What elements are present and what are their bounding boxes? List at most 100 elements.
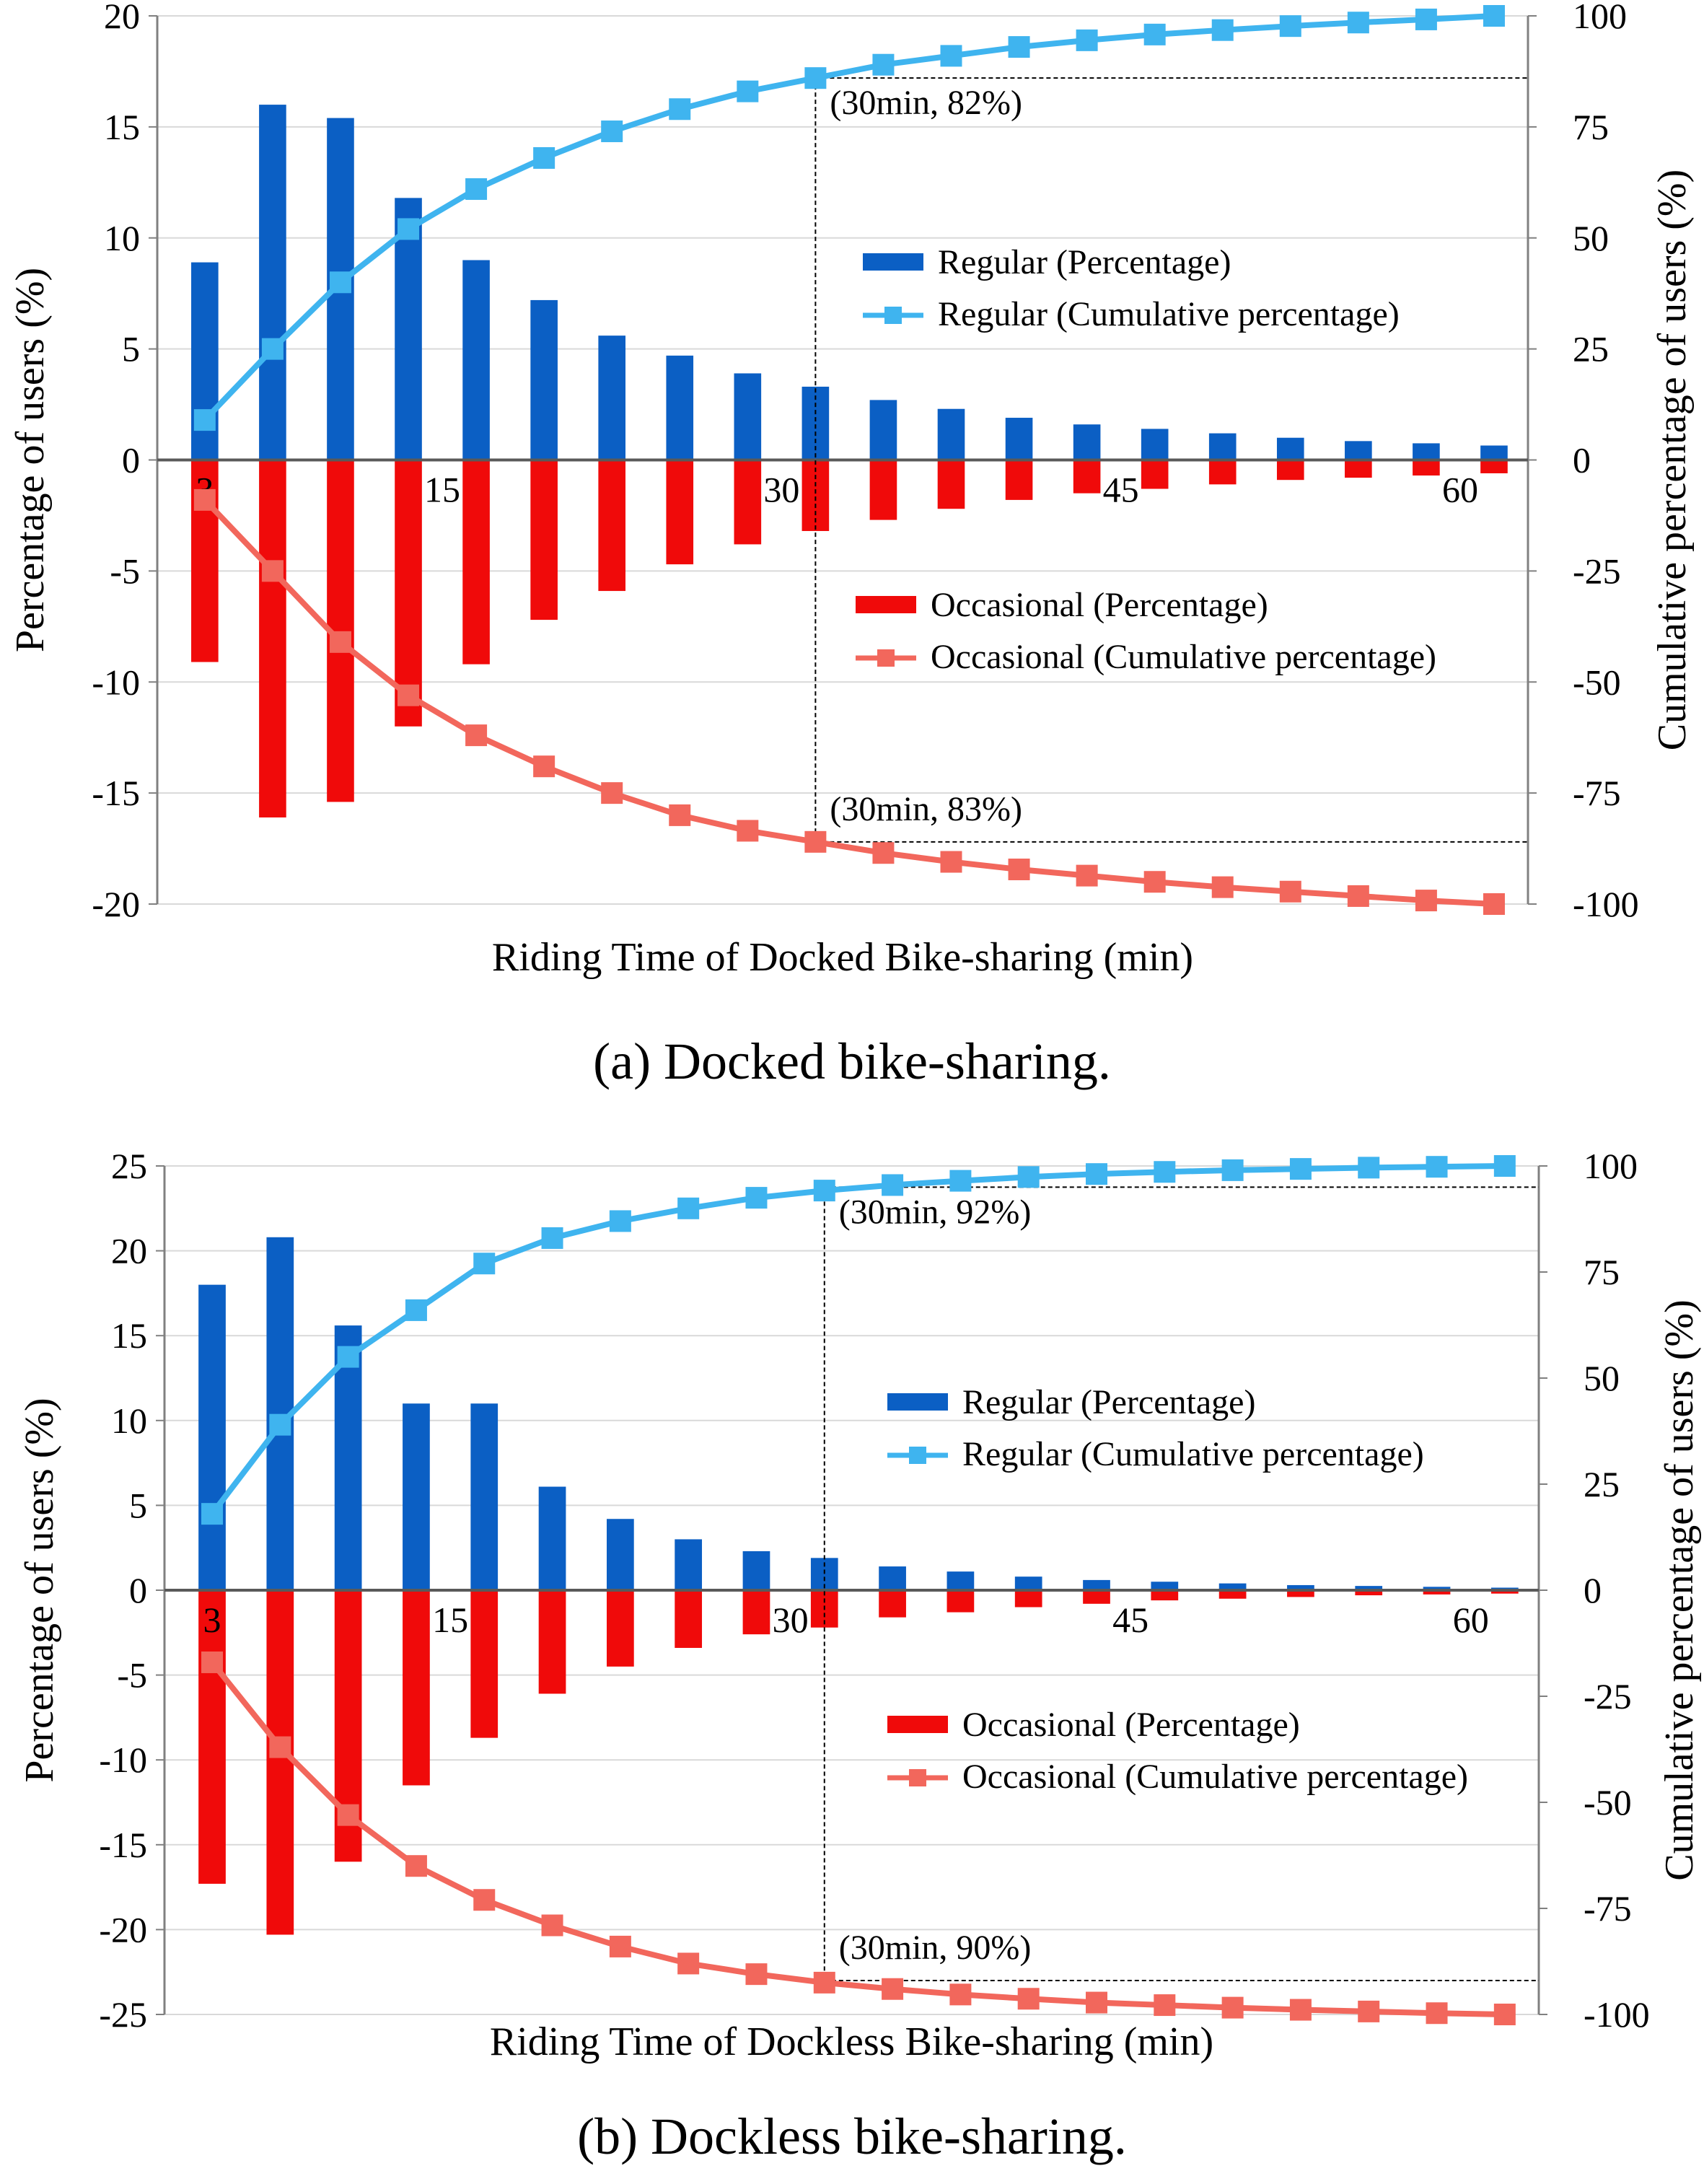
- occasional-bar-legend-swatch: [856, 596, 916, 613]
- occasional-cumulative-line: [202, 498, 1495, 907]
- occasional-bar: [1083, 1590, 1110, 1604]
- occasional-cumulative-point: [193, 488, 216, 511]
- regular-cumulative-point: [1221, 1159, 1244, 1181]
- occasional-bar: [1480, 460, 1508, 473]
- occasional-bar: [266, 1590, 294, 1935]
- occasional-cumulative-point: [669, 804, 691, 826]
- occasional-cumulative-point: [1008, 858, 1030, 880]
- regular-bar: [1208, 433, 1237, 460]
- regular-bar: [1276, 437, 1304, 460]
- regular-cumulative-point: [1415, 8, 1437, 30]
- dockless-chart: 2520151050-5-10-15-20-251007550250-25-50…: [17, 1146, 1702, 2064]
- regular-bar: [1014, 1576, 1042, 1590]
- occasional-cumulative-point: [677, 1952, 700, 1975]
- regular-cumulative-point: [1008, 36, 1030, 58]
- y-tick-label: 25: [111, 1146, 147, 1186]
- y2-tick-label: 25: [1584, 1464, 1620, 1504]
- y2-tick-label: -50: [1584, 1782, 1632, 1823]
- occasional-bar: [198, 1590, 226, 1884]
- regular-bar: [462, 260, 490, 460]
- y-tick-label: -15: [92, 773, 140, 813]
- occasional-cumulative-point: [1289, 1999, 1312, 2021]
- occasional-bar: [1413, 460, 1440, 476]
- y-tick-label: 10: [104, 218, 140, 258]
- occasional-cumulative-point: [745, 1963, 768, 1986]
- regular-bar: [530, 299, 558, 460]
- regular-line-legend-label: Regular (Cumulative percentage): [962, 1435, 1424, 1473]
- occasional-cumulative-point: [1415, 890, 1437, 912]
- regular-bar: [538, 1486, 566, 1590]
- occasional-bar: [403, 1590, 430, 1786]
- regular-cumulative-point: [533, 146, 555, 169]
- occasional-bar: [259, 460, 286, 817]
- occasional-bar: [1490, 1590, 1519, 1594]
- regular-cumulative-point: [1426, 1156, 1448, 1178]
- occasional-cumulative-point: [473, 1889, 496, 1911]
- regular-bar: [403, 1403, 430, 1590]
- regular-bar: [734, 373, 762, 460]
- occasional-bar: [1151, 1590, 1179, 1601]
- annotation-label: (30min, 90%): [839, 1929, 1032, 1967]
- x-tick-label: 60: [1442, 470, 1478, 510]
- regular-line-legend-marker: [884, 307, 902, 324]
- occasional-line-legend-label: Occasional (Cumulative percentage): [931, 638, 1436, 676]
- x-tick-label: 15: [432, 1600, 468, 1640]
- regular-line-legend-marker: [909, 1447, 926, 1464]
- occasional-cumulative-point: [337, 1804, 359, 1826]
- occasional-bar: [1073, 460, 1101, 494]
- docked-chart: 20151050-5-10-15-201007550250-25-50-75-1…: [8, 0, 1695, 980]
- y2-tick-label: 100: [1584, 1146, 1638, 1186]
- x-tick-label: 30: [773, 1600, 809, 1640]
- occasional-line-legend-marker: [877, 649, 895, 667]
- regular-cumulative-line: [209, 1163, 1505, 1516]
- regular-bar: [1413, 443, 1440, 460]
- chart-panel-a: 20 15 10 5 0 -5 -10 -15 -20 100 75 50 25 0 -25 -50 -75 -1…: [8, 0, 1695, 1090]
- regular-cumulative-point: [1154, 1161, 1176, 1183]
- regular-bar: [1141, 429, 1169, 460]
- regular-cumulative-line: [202, 13, 1495, 422]
- occasional-bar-legend-swatch: [887, 1716, 948, 1733]
- occasional-cumulative-point: [1086, 1991, 1108, 2014]
- y-tick-label: 0: [122, 440, 140, 481]
- occasional-bar: [937, 460, 965, 509]
- occasional-cumulative-point: [1143, 871, 1166, 893]
- regular-cumulative-point: [261, 338, 284, 360]
- x-axis-label: Riding Time of Dockless Bike-sharing (mi…: [490, 2019, 1213, 2064]
- occasional-cumulative-point: [1493, 2004, 1516, 2025]
- x-tick-label: 45: [1112, 1600, 1149, 1640]
- regular-cumulative-point: [804, 67, 827, 89]
- regular-cumulative-point: [1347, 12, 1369, 34]
- y-tick-label: -15: [99, 1825, 147, 1865]
- chart-panel-b: 25 20 15 10 5 0 -5 -10 -15 -20 -25 100 75 50 25 0 -25 -50…: [0, 1140, 1704, 2184]
- regular-bar: [470, 1403, 499, 1590]
- regular-cumulative-point: [1279, 15, 1301, 38]
- regular-bar: [1218, 1583, 1247, 1590]
- y-tick-label: -25: [99, 1994, 147, 2035]
- y2-tick-label: 75: [1584, 1252, 1620, 1292]
- occasional-cumulative-point: [1154, 1994, 1176, 2017]
- y2-tick-label: 25: [1573, 329, 1609, 369]
- y-tick-label: 20: [104, 0, 140, 36]
- regular-cumulative-point: [1017, 1166, 1040, 1188]
- occasional-cumulative-point: [329, 631, 351, 653]
- occasional-cumulative-point: [261, 560, 284, 582]
- regular-cumulative-point: [473, 1253, 496, 1275]
- occasional-bar: [742, 1590, 770, 1635]
- regular-bar-legend-label: Regular (Percentage): [962, 1383, 1255, 1421]
- occasional-cumulative-point: [813, 1971, 835, 1994]
- regular-bar: [869, 400, 897, 460]
- occasional-bar: [462, 460, 490, 665]
- annotation-label: (30min, 92%): [839, 1193, 1032, 1231]
- y2-tick-label: -100: [1584, 1994, 1650, 2035]
- y-tick-label: -10: [92, 662, 140, 702]
- occasional-line-legend-label: Occasional (Cumulative percentage): [962, 1758, 1468, 1796]
- y2-tick-label: -25: [1573, 551, 1621, 591]
- x-tick-label: 30: [763, 470, 799, 510]
- y-tick-label: -5: [110, 551, 140, 591]
- regular-cumulative-point: [1076, 29, 1098, 51]
- y2-tick-label: 50: [1573, 218, 1609, 258]
- x-tick-label: 60: [1453, 1600, 1489, 1640]
- regular-cumulative-point: [405, 1299, 427, 1321]
- occasional-cumulative-point: [601, 782, 623, 804]
- regular-bar: [198, 1284, 226, 1590]
